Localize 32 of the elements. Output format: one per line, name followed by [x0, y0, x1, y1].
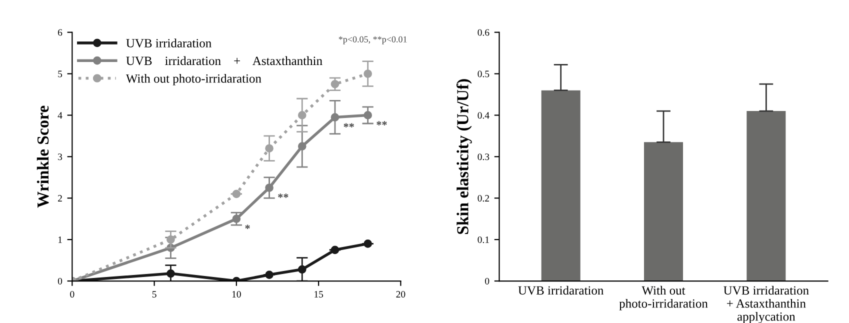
legend-label: With out photo-irridaration: [126, 74, 262, 86]
y-tick-label: 0.4: [478, 112, 490, 119]
x-tick-label: 20: [396, 291, 406, 298]
x-tick-label: UVB irridaration + Astaxthanthin applycation: [724, 286, 809, 323]
x-tick-label: 10: [232, 291, 241, 298]
y-tick-label: 1: [58, 236, 62, 243]
annotation: **: [376, 121, 387, 126]
legend-label: UVB irridaration: [126, 38, 212, 48]
legend-label: UVB irridaration + Astaxthanthin: [126, 56, 322, 66]
x-tick-label: 15: [314, 291, 324, 298]
x-tick-label: 0: [70, 291, 74, 298]
y-tick-label: 3: [58, 154, 62, 160]
y-tick-label: 0.5: [478, 70, 490, 78]
x-tick-label: UVB irridaration: [518, 286, 604, 295]
annotation: **: [344, 123, 354, 128]
y-tick-label: 4: [58, 112, 62, 119]
y-tick-label: 0: [485, 278, 490, 284]
y-tick-label: 0.1: [478, 236, 489, 244]
x-tick-label: 5: [152, 291, 156, 298]
y-tick-label: 0.2: [478, 195, 489, 202]
y-tick-label: 0: [58, 278, 62, 284]
y-tick-label: 0.3: [478, 154, 490, 160]
annotation: **: [278, 194, 288, 198]
y-axis-title: Wrinkle Score: [36, 106, 49, 208]
y-tick-label: 0.6: [478, 29, 490, 36]
annotation: *: [245, 224, 250, 229]
x-tick-label: With out photo-irridaration: [619, 286, 708, 310]
y-tick-label: 2: [58, 195, 62, 202]
y-axis-title: Skin elasticity (Ur/Uf): [456, 79, 472, 234]
annotation: *p<0.05, **p<0.01: [338, 36, 407, 44]
y-tick-label: 6: [58, 29, 62, 36]
y-tick-label: 5: [58, 70, 62, 78]
